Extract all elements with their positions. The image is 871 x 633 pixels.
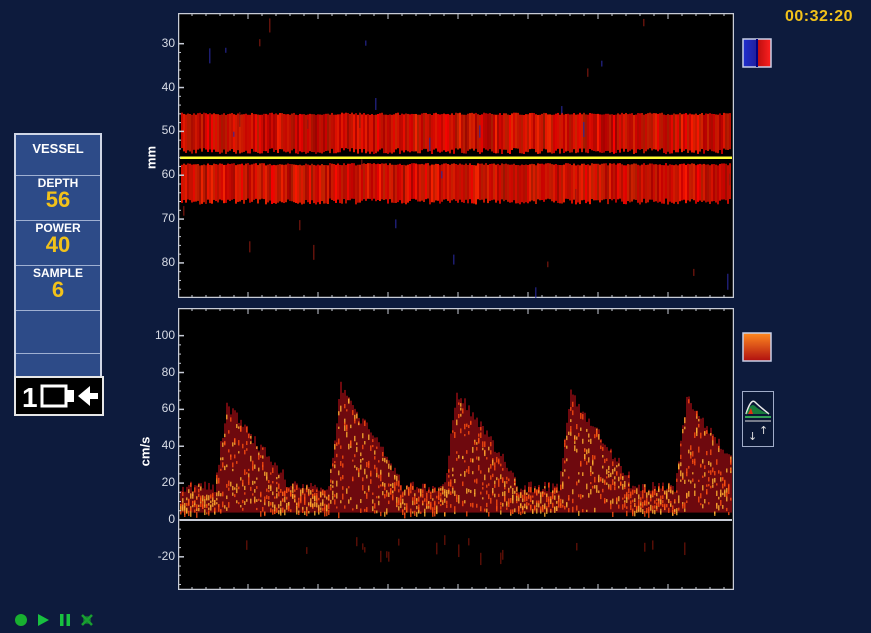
probe-selector-button[interactable]: 1 (14, 376, 104, 416)
spectrum-tick-label: 100 (154, 327, 175, 342)
spectral-display (178, 308, 734, 590)
spectrum-tick-label: 20 (161, 475, 175, 490)
mmode-flow-band (181, 18, 731, 298)
pause-icon[interactable] (58, 613, 72, 627)
elapsed-time-clock: 00:32:20 (785, 8, 854, 25)
stop-icon[interactable] (80, 613, 94, 627)
doppler-spectrum-trace (180, 381, 732, 566)
spectrum-tick-label: 0 (168, 511, 175, 526)
mmode-display (178, 13, 734, 298)
mmode-tick-label: 70 (161, 211, 175, 226)
envelope-trace-icon: ↓ ↑ (745, 400, 771, 443)
power-label: POWER (35, 221, 81, 235)
mmode-tick-label: 60 (161, 167, 175, 182)
svg-text:↓: ↓ (748, 430, 757, 443)
probe-number: 1 (22, 382, 38, 413)
color-scale-orange-icon (742, 332, 772, 362)
svg-text:↑: ↑ (759, 424, 768, 437)
vessel-label: VESSEL (32, 141, 84, 156)
power-value: 40 (45, 232, 71, 257)
depth-control[interactable]: DEPTH 56 (16, 176, 100, 221)
power-control[interactable]: POWER 40 (16, 221, 100, 266)
playback-controls (14, 609, 94, 631)
sample-value: 6 (51, 277, 65, 302)
spectrum-tick-label: 40 (161, 438, 175, 453)
envelope-trace-button[interactable]: ↓ ↑ (742, 391, 774, 447)
depth-label: DEPTH (37, 176, 79, 190)
mmode-color-scale-button[interactable] (742, 38, 772, 68)
probe-icon (40, 384, 98, 408)
color-scale-red-blue-icon (742, 38, 772, 68)
mmode-tick-label: 40 (161, 79, 175, 94)
vessel-button[interactable]: VESSEL (16, 135, 100, 176)
record-icon[interactable] (14, 613, 28, 627)
sample-label: SAMPLE (32, 266, 83, 280)
spectrum-color-scale-button[interactable] (742, 332, 772, 362)
mmode-tick-label: 80 (161, 254, 175, 269)
spectrum-tick-label: -20 (157, 548, 175, 563)
spectrum-tick-label: 60 (161, 401, 175, 416)
settings-panel: VESSEL DEPTH 56 POWER 40 SAMPLE 6 (14, 133, 102, 383)
sample-control[interactable]: SAMPLE 6 (16, 266, 100, 311)
mmode-tick-label: 30 (161, 35, 175, 50)
play-icon[interactable] (36, 613, 50, 627)
empty-slot-1[interactable] (16, 311, 100, 354)
spectrum-tick-label: 80 (161, 364, 175, 379)
mmode-tick-label: 50 (161, 123, 175, 138)
depth-value: 56 (45, 187, 71, 212)
